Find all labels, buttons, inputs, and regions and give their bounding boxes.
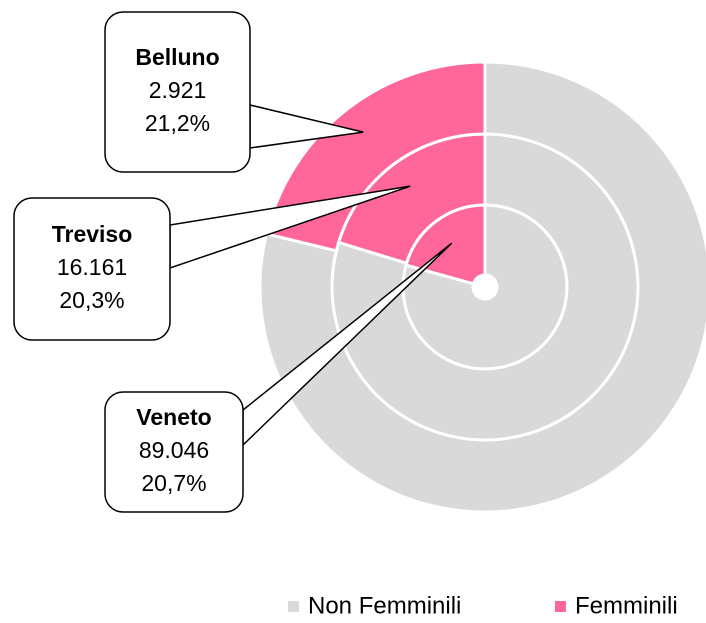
rings <box>258 60 706 514</box>
ring-segment <box>258 60 706 514</box>
callout-percent: 20,3% <box>59 287 124 313</box>
callout-count: 16.161 <box>57 254 127 280</box>
callout-percent: 20,7% <box>141 470 206 496</box>
legend-swatch <box>288 601 299 612</box>
callout-box <box>13 197 171 341</box>
callout-name: Belluno <box>135 44 219 70</box>
legend-label: Femminili <box>575 592 678 619</box>
legend-label: Non Femminili <box>308 592 461 619</box>
callout-box <box>104 11 251 173</box>
callout-name: Veneto <box>136 404 211 430</box>
legend: Non Femminili Femminili <box>288 592 678 619</box>
callout-box <box>104 391 244 513</box>
callout-name: Treviso <box>52 221 133 247</box>
callout-count: 2.921 <box>149 77 207 103</box>
callouts: Veneto 89.046 20,7% Treviso 16.161 20,3% Bellu… <box>13 11 453 513</box>
legend-swatch <box>555 601 566 612</box>
callout-count: 89.046 <box>139 437 209 463</box>
callout-percent: 21,2% <box>145 110 210 136</box>
